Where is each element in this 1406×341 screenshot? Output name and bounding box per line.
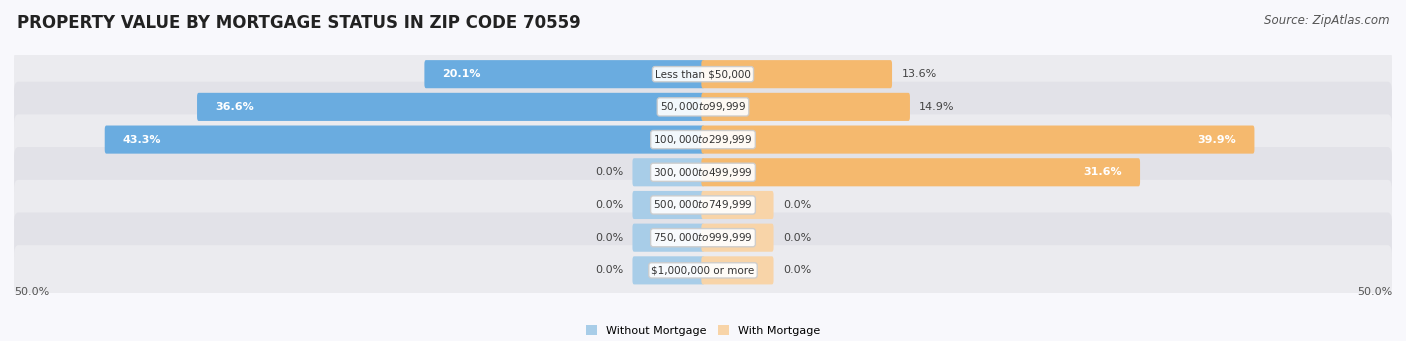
- FancyBboxPatch shape: [14, 114, 1392, 165]
- Text: 20.1%: 20.1%: [443, 69, 481, 79]
- FancyBboxPatch shape: [702, 224, 773, 252]
- Text: $1,000,000 or more: $1,000,000 or more: [651, 265, 755, 276]
- FancyBboxPatch shape: [14, 147, 1392, 197]
- Text: $300,000 to $499,999: $300,000 to $499,999: [654, 166, 752, 179]
- Text: $100,000 to $299,999: $100,000 to $299,999: [654, 133, 752, 146]
- FancyBboxPatch shape: [14, 245, 1392, 296]
- FancyBboxPatch shape: [14, 180, 1392, 230]
- FancyBboxPatch shape: [14, 82, 1392, 132]
- Text: 0.0%: 0.0%: [595, 265, 623, 276]
- Text: $500,000 to $749,999: $500,000 to $749,999: [654, 198, 752, 211]
- Text: 0.0%: 0.0%: [595, 233, 623, 243]
- Text: 39.9%: 39.9%: [1198, 135, 1236, 145]
- FancyBboxPatch shape: [633, 224, 704, 252]
- FancyBboxPatch shape: [197, 93, 704, 121]
- FancyBboxPatch shape: [633, 158, 704, 186]
- Text: PROPERTY VALUE BY MORTGAGE STATUS IN ZIP CODE 70559: PROPERTY VALUE BY MORTGAGE STATUS IN ZIP…: [17, 14, 581, 32]
- Text: 31.6%: 31.6%: [1083, 167, 1122, 177]
- FancyBboxPatch shape: [702, 256, 773, 284]
- FancyBboxPatch shape: [14, 212, 1392, 263]
- Text: 43.3%: 43.3%: [122, 135, 162, 145]
- Text: 0.0%: 0.0%: [783, 233, 811, 243]
- Text: 14.9%: 14.9%: [920, 102, 955, 112]
- FancyBboxPatch shape: [702, 158, 1140, 186]
- FancyBboxPatch shape: [702, 125, 1254, 154]
- Text: 0.0%: 0.0%: [783, 200, 811, 210]
- Text: Source: ZipAtlas.com: Source: ZipAtlas.com: [1264, 14, 1389, 27]
- FancyBboxPatch shape: [702, 93, 910, 121]
- FancyBboxPatch shape: [702, 191, 773, 219]
- Text: 50.0%: 50.0%: [14, 287, 49, 297]
- Text: 0.0%: 0.0%: [595, 200, 623, 210]
- Text: Less than $50,000: Less than $50,000: [655, 69, 751, 79]
- FancyBboxPatch shape: [14, 49, 1392, 99]
- FancyBboxPatch shape: [702, 60, 891, 88]
- Text: 0.0%: 0.0%: [595, 167, 623, 177]
- Text: $50,000 to $99,999: $50,000 to $99,999: [659, 100, 747, 113]
- Text: 50.0%: 50.0%: [1357, 287, 1392, 297]
- Text: 36.6%: 36.6%: [215, 102, 254, 112]
- FancyBboxPatch shape: [104, 125, 704, 154]
- Text: 0.0%: 0.0%: [783, 265, 811, 276]
- Text: $750,000 to $999,999: $750,000 to $999,999: [654, 231, 752, 244]
- FancyBboxPatch shape: [425, 60, 704, 88]
- FancyBboxPatch shape: [633, 256, 704, 284]
- Legend: Without Mortgage, With Mortgage: Without Mortgage, With Mortgage: [582, 321, 824, 340]
- Text: 13.6%: 13.6%: [901, 69, 936, 79]
- FancyBboxPatch shape: [633, 191, 704, 219]
